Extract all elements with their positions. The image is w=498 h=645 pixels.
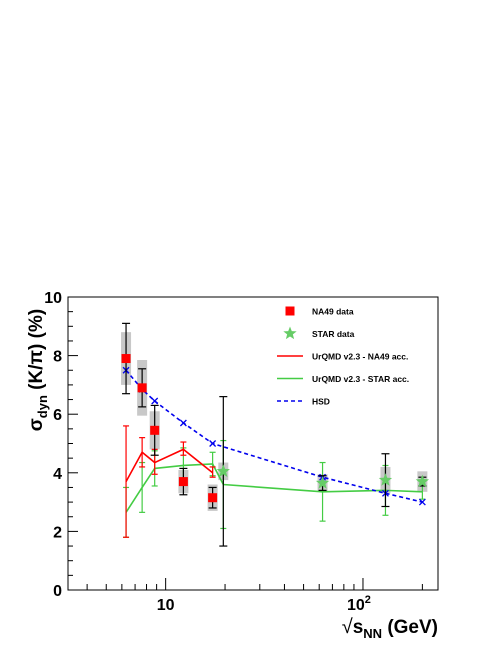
legend-label-urqmd_na49: UrQMD v2.3 - NA49 acc. bbox=[312, 352, 408, 362]
urqmd_star-line bbox=[125, 463, 423, 513]
y-axis-title-rest: (K/π) (%) bbox=[26, 309, 47, 395]
hsd-point bbox=[179, 419, 187, 427]
y-axis-title-subscript: dyn bbox=[35, 395, 50, 418]
hsd-point bbox=[209, 440, 217, 447]
hsd-point bbox=[418, 498, 426, 506]
x-axis-title-unit: (GeV) bbox=[382, 617, 438, 638]
x-axis-title-root: √ bbox=[342, 616, 353, 638]
x-tick-label: 10 bbox=[157, 597, 175, 614]
y-tick-label: 2 bbox=[53, 524, 62, 541]
legend-label-star: STAR data bbox=[312, 329, 355, 339]
star-point bbox=[378, 473, 393, 486]
y-tick-label: 6 bbox=[53, 407, 62, 424]
x-axis-title-symbol: s bbox=[353, 617, 364, 638]
y-tick-label: 0 bbox=[53, 583, 62, 600]
legend-label-na49: NA49 data bbox=[312, 307, 354, 317]
na49-point bbox=[178, 477, 188, 487]
star-point bbox=[315, 476, 330, 489]
x-axis-title-subscript: NN bbox=[363, 626, 382, 641]
y-axis-title: σdyn (K/π) (%) bbox=[26, 309, 50, 431]
legend-marker-na49 bbox=[285, 306, 295, 316]
legend: NA49 data STAR data UrQMD v2.3 - NA49 acc.… bbox=[277, 306, 409, 407]
star-point bbox=[415, 474, 430, 488]
x-tick-label-exponent: 2 bbox=[365, 594, 371, 606]
y-tick-label: 10 bbox=[44, 290, 62, 307]
y-axis-title-symbol: σ bbox=[26, 418, 47, 431]
legend-label-hsd: HSD bbox=[312, 397, 330, 407]
na49-point bbox=[208, 493, 218, 503]
na49-point bbox=[121, 354, 131, 364]
y-tick-label: 8 bbox=[53, 349, 62, 366]
legend-label-urqmd_star: UrQMD v2.3 - STAR acc. bbox=[312, 374, 409, 384]
y-tick-label: 4 bbox=[53, 466, 62, 483]
na49-point bbox=[137, 383, 147, 393]
x-axis-title: √sNN (GeV) bbox=[342, 616, 438, 641]
plot-area bbox=[121, 322, 430, 547]
hsd-line bbox=[125, 369, 423, 503]
legend-marker-star bbox=[283, 326, 297, 340]
hsd-point bbox=[151, 397, 159, 405]
na49-point bbox=[150, 425, 160, 435]
urqmd_na49-line bbox=[125, 448, 214, 482]
star-point bbox=[216, 464, 230, 477]
